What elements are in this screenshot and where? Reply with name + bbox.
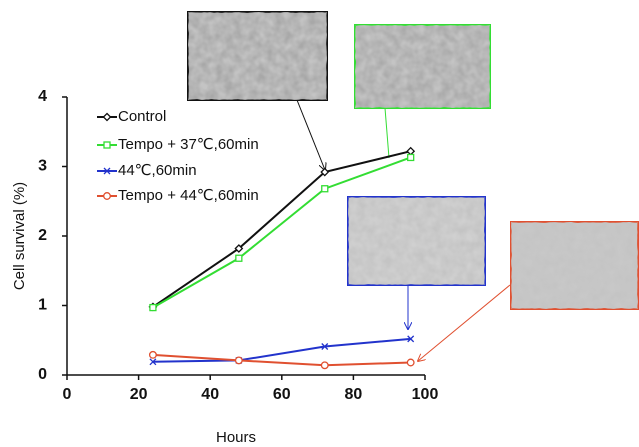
marker <box>406 146 416 156</box>
marker <box>234 356 243 365</box>
marker <box>149 303 157 312</box>
inset-texture <box>355 25 490 108</box>
marker <box>149 358 157 366</box>
marker <box>321 185 329 193</box>
marker <box>320 361 329 370</box>
series-line <box>152 150 411 308</box>
series-line <box>152 156 412 309</box>
marker <box>235 254 243 262</box>
marker <box>406 358 415 367</box>
legend-label: Tempo + 44℃,60min <box>118 187 259 204</box>
inset-texture <box>188 12 327 100</box>
y-tick-label: 4 <box>38 88 47 105</box>
marker <box>103 141 111 149</box>
marker <box>234 244 244 253</box>
y-tick-label: 2 <box>38 227 47 244</box>
marker <box>103 167 111 175</box>
legend-label: 44℃,60min <box>118 162 197 179</box>
y-axis-label: Cell survival (%) <box>11 182 28 290</box>
y-tick-label: 1 <box>38 297 47 314</box>
arrow <box>296 99 325 170</box>
y-tick-label: 0 <box>38 366 47 383</box>
y-tick-label: 3 <box>38 158 47 175</box>
inset-texture <box>348 197 485 285</box>
arrow <box>384 107 390 159</box>
legend-label: Tempo + 37℃,60min <box>118 136 259 153</box>
series-line <box>152 353 411 367</box>
x-tick-label: 80 <box>345 386 363 403</box>
x-tick-label: 40 <box>201 386 219 403</box>
marker <box>102 112 112 122</box>
marker <box>320 167 330 177</box>
marker <box>407 153 415 162</box>
x-tick-label: 60 <box>273 386 291 403</box>
x-tick-label: 100 <box>412 386 439 403</box>
x-tick-label: 0 <box>63 386 72 403</box>
marker <box>407 335 415 343</box>
arrow <box>418 284 511 361</box>
marker <box>148 350 157 359</box>
x-axis-label: Hours <box>216 429 256 446</box>
x-tick-label: 20 <box>130 386 148 403</box>
series-line <box>152 337 411 363</box>
inset-texture <box>511 222 638 309</box>
marker <box>321 343 329 350</box>
marker <box>103 192 111 200</box>
inset-images <box>187 11 639 361</box>
legend-label: Control <box>118 108 166 125</box>
